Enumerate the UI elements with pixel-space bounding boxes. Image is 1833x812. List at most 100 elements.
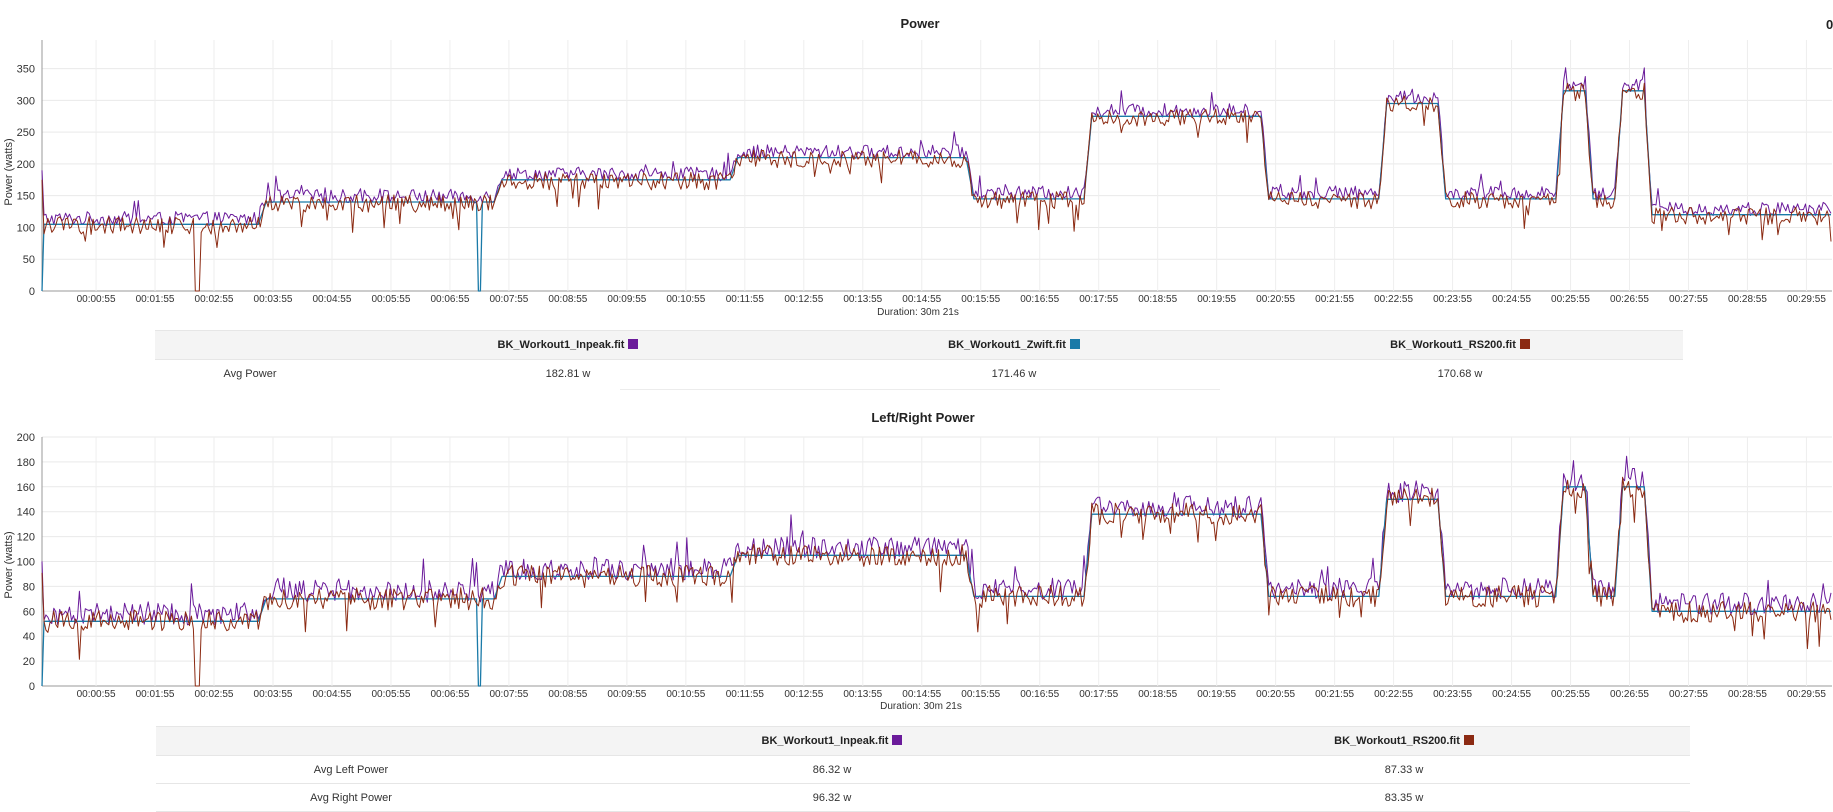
y-tick-label: 40 xyxy=(23,631,35,643)
avg-left-power-inpeak: 86.32 w xyxy=(546,755,1118,784)
x-tick-label: 00:04:55 xyxy=(313,689,352,700)
x-tick-label: 00:07:55 xyxy=(489,689,528,700)
legend-label: BK_Workout1_RS200.fit xyxy=(1390,339,1516,351)
y-tick-label: 20 xyxy=(23,656,35,668)
y-tick-label: 80 xyxy=(23,581,35,593)
x-tick-label: 00:00:55 xyxy=(77,689,116,700)
avg-power-rs200: 170.68 w xyxy=(1437,367,1483,380)
x-tick-label: 00:06:55 xyxy=(430,689,469,700)
x-tick-label: 00:14:55 xyxy=(902,689,941,700)
y-tick-label: 120 xyxy=(17,532,35,544)
legend-label: BK_Workout1_RS200.fit xyxy=(1334,735,1460,747)
lr-summary-corner xyxy=(156,726,546,756)
rs200-swatch xyxy=(1519,339,1530,349)
x-tick-label: 00:06:55 xyxy=(430,294,469,305)
power-legend-inpeak[interactable]: BK_Workout1_Inpeak.fit xyxy=(345,330,791,360)
section-divider xyxy=(620,389,1220,390)
x-tick-label: 00:13:55 xyxy=(843,294,882,305)
power-summary-header-row: BK_Workout1_Inpeak.fit BK_Workout1_Zwift… xyxy=(155,330,1683,360)
lr-power-series-lines xyxy=(41,455,1832,687)
table-row: Avg Right Power 96.32 w 83.35 w xyxy=(156,783,1690,812)
x-tick-label: 00:22:55 xyxy=(1374,294,1413,305)
power-summary-table: BK_Workout1_Inpeak.fit BK_Workout1_Zwift… xyxy=(155,330,1683,387)
power-legend-zwift[interactable]: BK_Workout1_Zwift.fit xyxy=(791,330,1237,360)
y-tick-label: 50 xyxy=(23,254,35,266)
power-y-axis-label: Power (watts) xyxy=(3,138,15,205)
x-tick-label: 00:25:55 xyxy=(1551,294,1590,305)
lr-power-chart-title: Left/Right Power xyxy=(871,410,974,425)
x-tick-label: 00:27:55 xyxy=(1669,689,1708,700)
x-tick-label: 00:15:55 xyxy=(961,294,1000,305)
legend-label: BK_Workout1_Zwift.fit xyxy=(948,339,1066,351)
x-tick-label: 00:20:55 xyxy=(1256,294,1295,305)
x-tick-label: 00:24:55 xyxy=(1492,294,1531,305)
x-tick-label: 00:07:55 xyxy=(489,294,528,305)
lr-power-y-axis-label: Power (watts) xyxy=(3,531,15,598)
x-tick-label: 00:10:55 xyxy=(666,689,705,700)
x-tick-label: 00:22:55 xyxy=(1374,689,1413,700)
row-label: Avg Power xyxy=(223,367,277,380)
x-tick-label: 00:29:55 xyxy=(1787,689,1826,700)
x-tick-label: 00:23:55 xyxy=(1433,689,1472,700)
y-tick-label: 60 xyxy=(23,606,35,618)
power-x-ticks: 00:00:55 00:01:55 00:02:55 00:03:55 00:04:55… xyxy=(77,294,1827,305)
x-tick-label: 00:05:55 xyxy=(371,689,410,700)
page-corner-text: 0 xyxy=(1826,17,1833,32)
x-tick-label: 00:01:55 xyxy=(136,294,175,305)
y-tick-label: 100 xyxy=(17,557,35,569)
avg-power-zwift: 171.46 w xyxy=(991,367,1037,380)
y-tick-label: 100 xyxy=(17,222,35,234)
power-grid xyxy=(41,40,1832,292)
avg-right-power-inpeak: 96.32 w xyxy=(546,783,1118,812)
y-tick-label: 150 xyxy=(17,191,35,203)
y-tick-label: 0 xyxy=(29,681,35,693)
x-tick-label: 00:21:55 xyxy=(1315,689,1354,700)
x-tick-label: 00:11:55 xyxy=(726,689,765,700)
power-chart-title: Power xyxy=(900,16,939,31)
x-tick-label: 00:12:55 xyxy=(784,689,823,700)
x-tick-label: 00:14:55 xyxy=(902,294,941,305)
x-tick-label: 00:23:55 xyxy=(1433,294,1472,305)
x-tick-label: 00:08:55 xyxy=(548,689,587,700)
x-tick-label: 00:26:55 xyxy=(1610,689,1649,700)
table-row: Avg Power 182.81 w 171.46 w 170.68 w xyxy=(155,360,1683,388)
inpeak-swatch xyxy=(628,339,639,349)
x-tick-label: 00:05:55 xyxy=(371,294,410,305)
x-tick-label: 00:01:55 xyxy=(136,689,175,700)
x-tick-label: 00:26:55 xyxy=(1610,294,1649,305)
x-tick-label: 00:17:55 xyxy=(1079,689,1118,700)
power-series-lines xyxy=(41,67,1832,292)
y-tick-label: 200 xyxy=(17,159,35,171)
lr-power-y-ticks: 0 20 40 60 80 100 120 140 160 180 200 xyxy=(17,432,35,693)
x-tick-label: 00:02:55 xyxy=(195,294,234,305)
x-tick-label: 00:28:55 xyxy=(1728,689,1767,700)
power-x-axis-label: Duration: 30m 21s xyxy=(877,307,959,318)
power-summary-corner xyxy=(155,330,345,360)
x-tick-label: 00:19:55 xyxy=(1197,294,1236,305)
x-tick-label: 00:25:55 xyxy=(1551,689,1590,700)
lr-legend-inpeak[interactable]: BK_Workout1_Inpeak.fit xyxy=(546,726,1118,756)
lr-legend-rs200[interactable]: BK_Workout1_RS200.fit xyxy=(1118,726,1690,756)
x-tick-label: 00:21:55 xyxy=(1315,294,1354,305)
row-label: Avg Right Power xyxy=(156,783,546,812)
x-tick-label: 00:24:55 xyxy=(1492,689,1531,700)
x-tick-label: 00:08:55 xyxy=(548,294,587,305)
x-tick-label: 00:20:55 xyxy=(1256,689,1295,700)
y-tick-label: 180 xyxy=(17,457,35,469)
x-tick-label: 00:28:55 xyxy=(1728,294,1767,305)
series-line-rs200 xyxy=(41,82,1832,292)
power-legend-rs200[interactable]: BK_Workout1_RS200.fit xyxy=(1237,330,1683,360)
x-tick-label: 00:13:55 xyxy=(843,689,882,700)
y-tick-label: 160 xyxy=(17,482,35,494)
zwift-swatch xyxy=(1069,339,1080,349)
y-tick-label: 140 xyxy=(17,507,35,519)
x-tick-label: 00:03:55 xyxy=(254,689,293,700)
x-tick-label: 00:18:55 xyxy=(1138,294,1177,305)
y-tick-label: 200 xyxy=(17,432,35,444)
series-line-inpeak xyxy=(41,455,1832,626)
x-tick-label: 00:29:55 xyxy=(1787,294,1826,305)
x-tick-label: 00:16:55 xyxy=(1020,294,1059,305)
legend-label: BK_Workout1_Inpeak.fit xyxy=(497,339,625,351)
x-tick-label: 00:19:55 xyxy=(1197,689,1236,700)
